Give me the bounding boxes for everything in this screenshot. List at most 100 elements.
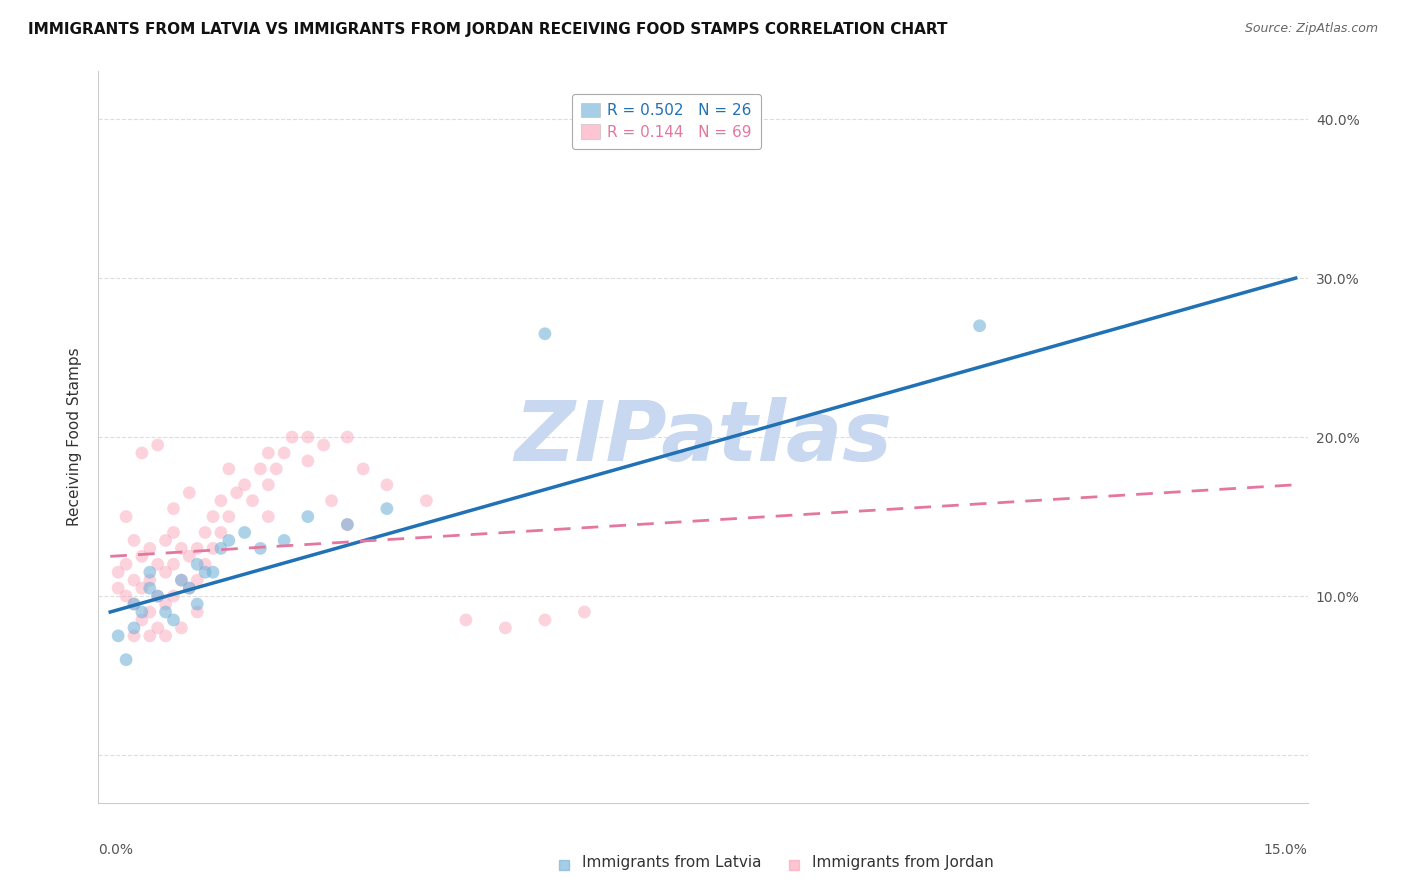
Point [139, 581, 162, 595]
Point [494, 621, 516, 635]
Point [162, 558, 184, 572]
Point [186, 573, 208, 587]
Point [179, 581, 201, 595]
Point [225, 485, 247, 500]
Point [131, 605, 153, 619]
Point [122, 597, 145, 611]
Point [194, 558, 217, 572]
Text: ZIPatlas: ZIPatlas [515, 397, 891, 477]
Point [155, 605, 177, 619]
Point [115, 558, 138, 572]
Point [155, 533, 177, 548]
Point [179, 581, 201, 595]
Point [155, 629, 177, 643]
Point [179, 549, 201, 564]
Point [209, 541, 232, 556]
Point [107, 629, 129, 643]
Point [122, 621, 145, 635]
Point [122, 597, 145, 611]
Point [194, 525, 217, 540]
Point [115, 653, 138, 667]
Point [146, 589, 169, 603]
Point [297, 509, 319, 524]
Point [352, 462, 374, 476]
Point [297, 430, 319, 444]
Point [146, 438, 169, 452]
Point [336, 517, 359, 532]
Point [131, 446, 153, 460]
Point [233, 525, 256, 540]
Point [186, 558, 208, 572]
Y-axis label: Receiving Food Stamps: Receiving Food Stamps [67, 348, 83, 526]
Point [249, 462, 271, 476]
Point [454, 613, 477, 627]
Point [170, 573, 193, 587]
Point [162, 613, 184, 627]
Legend: R = 0.502   N = 26, R = 0.144   N = 69: R = 0.502 N = 26, R = 0.144 N = 69 [572, 94, 761, 149]
Point [139, 605, 162, 619]
Point [312, 438, 335, 452]
Point [162, 501, 184, 516]
Point [115, 589, 138, 603]
Point [273, 446, 295, 460]
Point [257, 477, 280, 491]
Point [257, 509, 280, 524]
Point [264, 462, 287, 476]
Point [122, 629, 145, 643]
Point [249, 541, 271, 556]
Text: 0.0%: 0.0% [98, 843, 134, 857]
Point [534, 613, 557, 627]
Point [162, 525, 184, 540]
Point [218, 533, 240, 548]
Text: 15.0%: 15.0% [1264, 843, 1308, 857]
Text: Immigrants from Jordan: Immigrants from Jordan [811, 855, 994, 871]
Point [170, 621, 193, 635]
Point [297, 454, 319, 468]
Point [218, 462, 240, 476]
Point [534, 326, 557, 341]
Point [209, 525, 232, 540]
Point [209, 493, 232, 508]
Point [139, 566, 162, 580]
Text: Immigrants from Latvia: Immigrants from Latvia [582, 855, 762, 871]
Point [218, 509, 240, 524]
Point [375, 477, 398, 491]
Point [969, 318, 991, 333]
Point [131, 613, 153, 627]
Point [194, 566, 217, 580]
Point [186, 541, 208, 556]
Point [170, 541, 193, 556]
Point [281, 430, 304, 444]
Point [107, 581, 129, 595]
Point [375, 501, 398, 516]
Point [162, 589, 184, 603]
Point [107, 566, 129, 580]
Point [146, 589, 169, 603]
Point [155, 597, 177, 611]
Point [202, 566, 225, 580]
Point [146, 621, 169, 635]
Point [321, 493, 343, 508]
Point [186, 597, 208, 611]
Point [415, 493, 437, 508]
Point [115, 509, 138, 524]
Point [155, 566, 177, 580]
Point [170, 573, 193, 587]
Point [179, 485, 201, 500]
Point [139, 573, 162, 587]
Point [242, 493, 264, 508]
Point [122, 573, 145, 587]
Point [145, 749, 167, 764]
Point [139, 629, 162, 643]
Point [574, 605, 596, 619]
Point [273, 533, 295, 548]
Point [122, 533, 145, 548]
Point [131, 549, 153, 564]
Point [336, 430, 359, 444]
Text: IMMIGRANTS FROM LATVIA VS IMMIGRANTS FROM JORDAN RECEIVING FOOD STAMPS CORRELATI: IMMIGRANTS FROM LATVIA VS IMMIGRANTS FRO… [28, 22, 948, 37]
Point [129, 749, 152, 764]
Point [146, 558, 169, 572]
Point [202, 509, 225, 524]
Text: Source: ZipAtlas.com: Source: ZipAtlas.com [1244, 22, 1378, 36]
Point [257, 446, 280, 460]
